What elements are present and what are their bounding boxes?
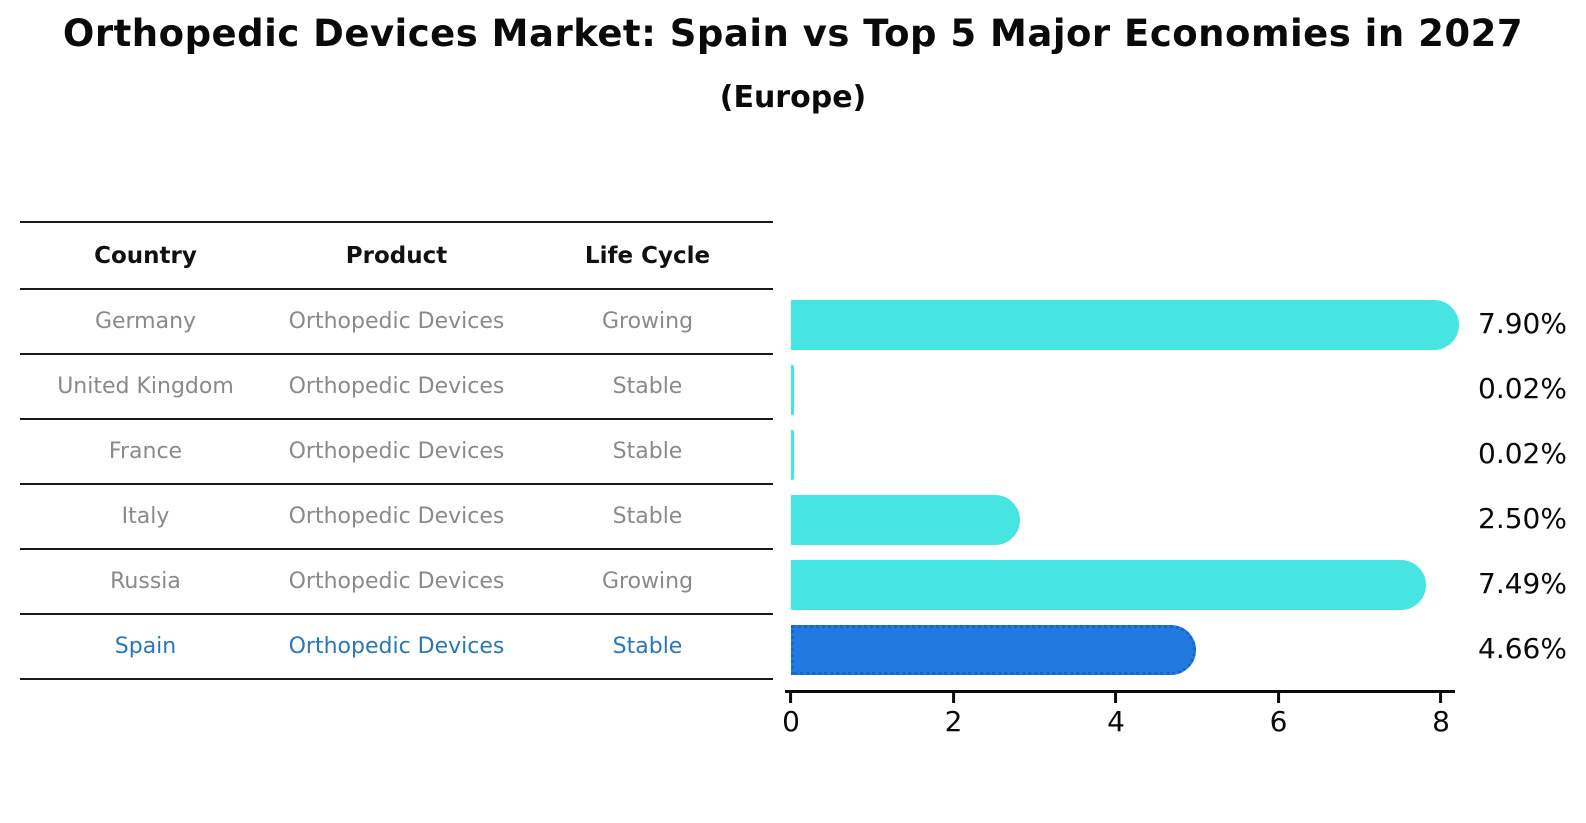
cell-country: Spain [114, 634, 177, 659]
bar-value-label-italy: 2.50% [1478, 502, 1567, 535]
table-row-russia: Russia Orthopedic Devices Growing [20, 550, 773, 615]
cell-country: Italy [121, 504, 170, 529]
table-row-italy: Italy Orthopedic Devices Stable [20, 485, 773, 550]
bar-value-label-germany: 7.90% [1478, 307, 1567, 340]
cell-product: Orthopedic Devices [288, 309, 505, 334]
column-header-product: Product [345, 242, 448, 269]
tick-label: 4 [1107, 705, 1125, 738]
tick-mark [789, 693, 793, 703]
tick-label: 8 [1432, 705, 1450, 738]
table-row-spain: Spain Orthopedic Devices Stable [20, 615, 773, 680]
bar-spain [791, 625, 1196, 675]
bar-russia [791, 560, 1426, 610]
bar-value-label-united-kingdom: 0.02% [1478, 372, 1567, 405]
cell-product: Orthopedic Devices [288, 374, 505, 399]
table-header-row: Country Product Life Cycle [20, 223, 773, 290]
tick-label: 2 [944, 705, 963, 738]
tick-mark [1114, 693, 1118, 703]
comparison-table: Country Product Life Cycle Germany Ortho… [20, 221, 773, 680]
column-header-life-cycle: Life Cycle [584, 242, 711, 269]
cell-product: Orthopedic Devices [288, 504, 505, 529]
x-axis-tick-0: 0 [782, 693, 800, 738]
x-axis-tick-6: 6 [1269, 693, 1288, 738]
x-axis-tick-4: 4 [1107, 693, 1125, 738]
cell-life-cycle: Stable [612, 439, 683, 464]
chart-subtitle: (Europe) [719, 80, 867, 115]
cell-country: Germany [94, 309, 197, 334]
tick-label: 6 [1269, 705, 1288, 738]
cell-life-cycle: Stable [612, 504, 683, 529]
bar-france [791, 430, 794, 480]
table-row-germany: Germany Orthopedic Devices Growing [20, 290, 773, 355]
bar-value-label-russia: 7.49% [1478, 567, 1567, 600]
cell-country: Russia [110, 569, 181, 594]
x-axis-tick-2: 2 [944, 693, 963, 738]
column-header-country: Country [94, 242, 197, 269]
bar-italy [791, 495, 1021, 545]
tick-mark [1439, 693, 1443, 703]
cell-country: United Kingdom [57, 374, 234, 399]
tick-mark [951, 693, 955, 703]
table-row-united-kingdom: United Kingdom Orthopedic Devices Stable [20, 355, 773, 420]
bar-value-label-spain: 4.66% [1478, 632, 1567, 665]
cell-product: Orthopedic Devices [288, 634, 505, 659]
table-row-france: France Orthopedic Devices Stable [20, 420, 773, 485]
bar-value-label-france: 0.02% [1478, 437, 1567, 470]
tick-mark [1276, 693, 1280, 703]
cell-life-cycle: Stable [612, 374, 683, 399]
bar-united-kingdom [791, 365, 794, 415]
x-axis [785, 690, 1455, 693]
cell-life-cycle: Growing [601, 309, 694, 334]
cell-product: Orthopedic Devices [288, 569, 505, 594]
tick-label: 0 [782, 705, 800, 738]
cell-product: Orthopedic Devices [288, 439, 505, 464]
cell-life-cycle: Stable [612, 634, 683, 659]
chart-title: Orthopedic Devices Market: Spain vs Top … [62, 12, 1524, 55]
bar-germany [791, 300, 1459, 350]
cell-country: France [108, 439, 183, 464]
x-axis-tick-8: 8 [1432, 693, 1450, 738]
cell-life-cycle: Growing [601, 569, 694, 594]
